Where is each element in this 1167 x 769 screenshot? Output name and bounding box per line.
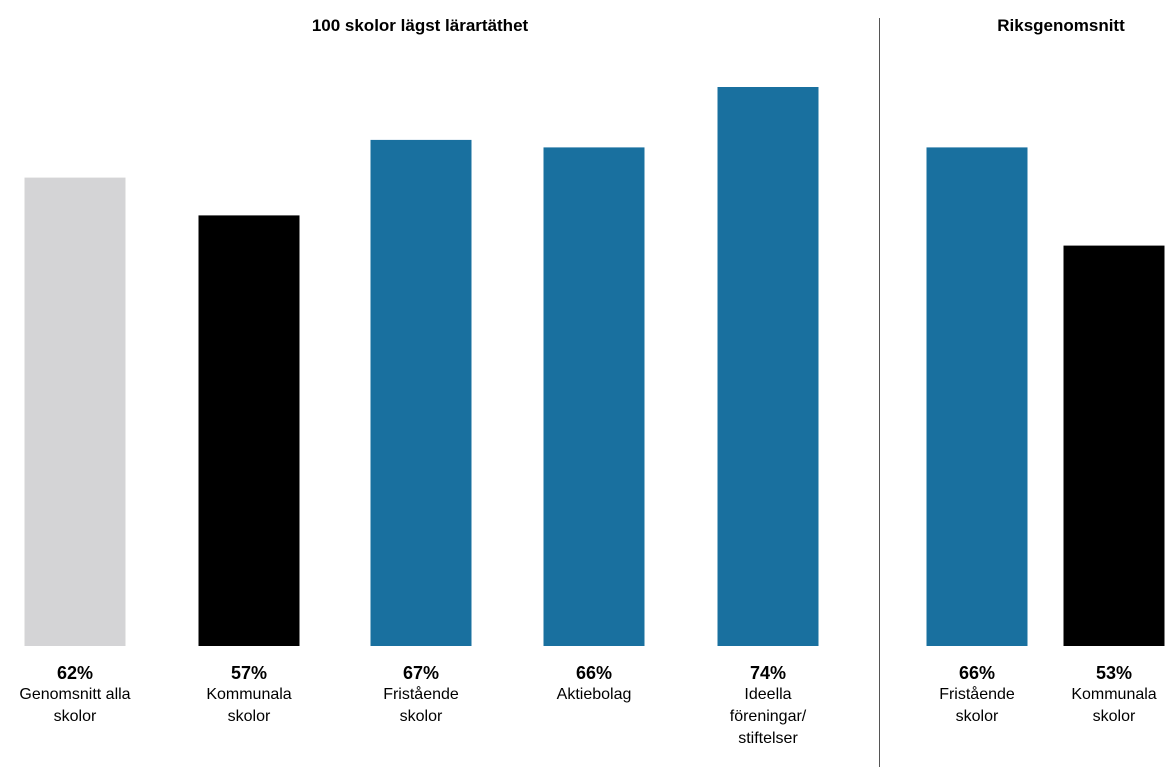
- bar-value-label: 74%: [749, 663, 787, 683]
- bar-category-label: Fristående skolor: [939, 686, 1015, 725]
- bar-value-label: 66%: [575, 663, 613, 683]
- bar-label-0-4: 74% Ideella föreningar/ stiftelser: [693, 662, 843, 750]
- bar-category-label: Ideella föreningar/ stiftelser: [729, 686, 807, 747]
- bar-value-label: 53%: [1095, 663, 1133, 683]
- bar-value-label: 66%: [958, 663, 996, 683]
- bar-1-0: [926, 147, 1028, 646]
- bar-0-0: [24, 177, 126, 646]
- bar-category-label: Kommunala skolor: [1071, 686, 1157, 725]
- section-divider: [879, 18, 880, 767]
- bar-label-0-1: 57% Kommunala skolor: [174, 662, 324, 728]
- bar-category-label: Aktiebolag: [556, 686, 632, 703]
- bar-label-1-0: 66% Fristående skolor: [902, 662, 1052, 728]
- bar-label-0-3: 66% Aktiebolag: [519, 662, 669, 706]
- chart-title-lowest-100: 100 skolor lägst lärartäthet: [311, 16, 529, 35]
- bar-value-label: 62%: [56, 663, 94, 683]
- bar-category-label: Fristående skolor: [383, 686, 459, 725]
- bar-label-1-1: 53% Kommunala skolor: [1039, 662, 1167, 728]
- bar-value-label: 67%: [402, 663, 440, 683]
- bar-1-1: [1063, 245, 1165, 646]
- bar-0-1: [198, 215, 300, 646]
- chart-title-national-average: Riksgenomsnitt: [997, 16, 1125, 35]
- bar-0-2: [370, 139, 472, 646]
- bar-category-label: Kommunala skolor: [206, 686, 292, 725]
- bar-0-3: [543, 147, 645, 646]
- bar-category-label: Genomsnitt alla skolor: [19, 686, 131, 725]
- bar-0-4: [717, 87, 819, 646]
- bar-label-0-0: 62% Genomsnitt alla skolor: [0, 662, 150, 728]
- bar-value-label: 57%: [230, 663, 268, 683]
- bar-label-0-2: 67% Fristående skolor: [346, 662, 496, 728]
